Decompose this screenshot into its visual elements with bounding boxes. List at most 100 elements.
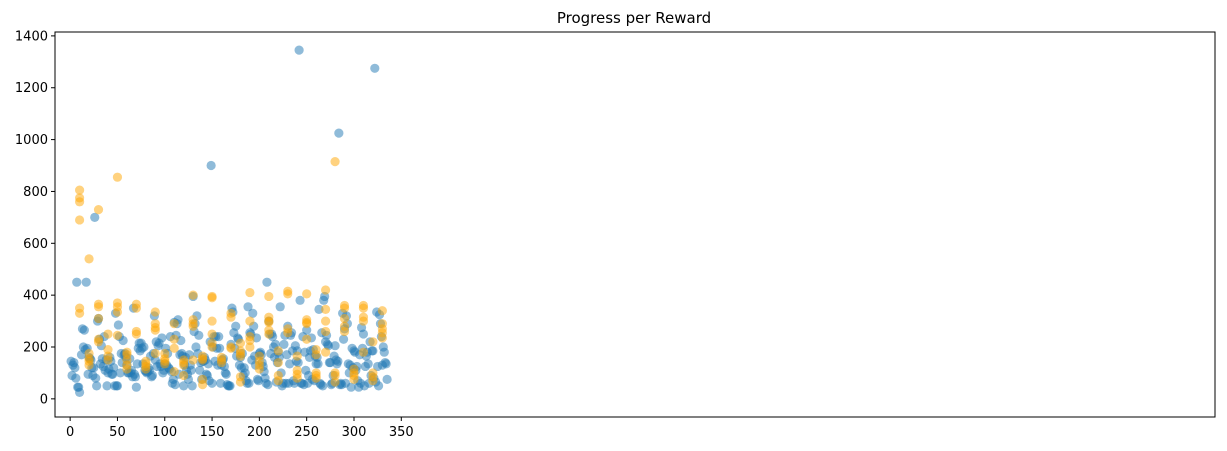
point-orange-94 <box>264 291 274 302</box>
point-orange-118 <box>311 350 321 360</box>
point-orange-56 <box>188 290 198 300</box>
point-orange-133 <box>339 313 350 324</box>
point-orange-54 <box>179 360 189 370</box>
point-blue-44 <box>109 363 119 373</box>
point-orange-76 <box>226 312 236 322</box>
point-orange-39 <box>150 307 160 317</box>
point-orange-132 <box>339 303 350 313</box>
point-blue-224 <box>279 339 289 350</box>
point-orange-123 <box>321 304 331 315</box>
point-blue-240 <box>294 45 304 55</box>
point-orange-68 <box>207 316 217 326</box>
point-orange-65 <box>198 379 208 390</box>
point-orange-82 <box>235 351 246 361</box>
point-blue-220 <box>275 302 285 312</box>
point-blue-260 <box>313 359 323 369</box>
point-blue-191 <box>248 308 258 318</box>
point-orange-145 <box>368 337 378 347</box>
point-orange-48 <box>169 319 179 329</box>
point-orange-99 <box>264 329 274 339</box>
point-orange-105 <box>283 289 293 299</box>
point-orange-25 <box>112 330 123 340</box>
point-blue-167 <box>225 381 235 391</box>
point-blue-4 <box>70 363 80 373</box>
point-blue-37 <box>102 381 112 391</box>
point-orange-71 <box>207 342 217 352</box>
point-blue-187 <box>244 378 254 388</box>
point-blue-5 <box>71 373 81 383</box>
point-orange-127 <box>330 157 340 167</box>
point-orange-47 <box>160 359 170 369</box>
x-tick-label: 100 <box>152 425 177 440</box>
point-orange-101 <box>273 357 283 368</box>
point-blue-25 <box>91 373 101 383</box>
point-orange-108 <box>292 351 302 361</box>
point-orange-141 <box>358 303 369 313</box>
y-tick-label: 600 <box>23 237 48 252</box>
point-orange-148 <box>368 376 378 386</box>
point-orange-69 <box>207 329 217 339</box>
point-orange-129 <box>330 370 340 381</box>
point-blue-248 <box>302 325 312 335</box>
point-orange-63 <box>198 355 208 365</box>
point-orange-115 <box>302 319 312 329</box>
point-blue-48 <box>112 381 123 391</box>
point-blue-76 <box>139 342 149 352</box>
point-blue-67 <box>130 372 141 382</box>
point-blue-148 <box>207 378 217 388</box>
point-orange-18 <box>103 344 113 355</box>
point-orange-55 <box>179 370 189 381</box>
x-tick-label: 150 <box>200 425 225 440</box>
point-orange-50 <box>169 343 179 353</box>
point-blue-126 <box>186 365 196 375</box>
x-tick-label: 0 <box>66 425 74 440</box>
point-orange-121 <box>311 373 321 383</box>
point-blue-95 <box>157 333 167 343</box>
y-tick-label: 1000 <box>15 133 48 148</box>
point-orange-51 <box>169 367 179 377</box>
point-blue-206 <box>262 277 272 287</box>
point-blue-68 <box>131 382 141 392</box>
point-blue-278 <box>330 341 340 351</box>
point-orange-10 <box>84 360 94 370</box>
point-orange-43 <box>150 348 160 359</box>
y-tick-label: 0 <box>40 392 48 407</box>
x-tick-label: 350 <box>389 425 414 440</box>
point-orange-5 <box>75 308 85 318</box>
plot-frame <box>54 31 1216 418</box>
point-blue-109 <box>170 379 180 390</box>
point-blue-135 <box>195 365 205 375</box>
point-orange-67 <box>207 293 217 303</box>
point-orange-24 <box>112 307 123 317</box>
point-orange-59 <box>188 321 198 331</box>
point-blue-281 <box>333 356 343 366</box>
y-tick-label: 1200 <box>15 81 48 96</box>
point-blue-6 <box>72 277 82 287</box>
point-blue-9 <box>75 387 85 397</box>
point-orange-143 <box>358 316 369 326</box>
point-orange-17 <box>103 329 113 339</box>
point-orange-89 <box>245 342 255 352</box>
point-blue-147 <box>206 160 216 171</box>
point-orange-112 <box>302 289 312 299</box>
point-blue-287 <box>338 334 349 344</box>
point-orange-34 <box>131 329 141 339</box>
point-orange-14 <box>93 313 104 324</box>
point-blue-163 <box>221 369 231 379</box>
point-orange-122 <box>321 285 331 295</box>
point-orange-21 <box>112 172 123 182</box>
point-orange-38 <box>141 364 151 374</box>
point-orange-49 <box>169 334 179 344</box>
point-orange-111 <box>292 373 302 383</box>
point-blue-13 <box>79 325 89 335</box>
point-orange-74 <box>216 357 227 368</box>
point-blue-241 <box>295 295 305 305</box>
point-orange-85 <box>245 287 255 298</box>
point-orange-79 <box>235 338 246 348</box>
point-orange-6 <box>84 254 94 264</box>
point-blue-265 <box>318 381 328 391</box>
point-blue-118 <box>179 381 189 391</box>
point-orange-84 <box>235 377 246 387</box>
